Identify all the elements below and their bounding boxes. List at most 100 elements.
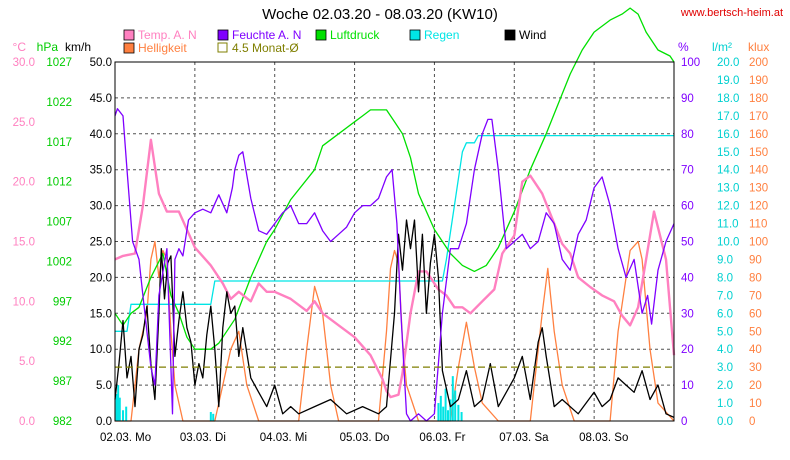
rain-bar [444,388,447,421]
y-tick-temp: 10.0 [13,296,35,308]
y-tick-rain: 11.0 [717,219,739,231]
source-url[interactable]: www.bertsch-heim.at [680,7,783,19]
rain-bar [121,410,124,421]
y-tick-temp: 30.0 [13,57,35,69]
y-tick-lux: 10 [749,398,762,410]
series-layer [114,7,676,422]
legend-swatch [409,29,421,41]
legend-label: 4.5 Monat-Ø [232,41,299,55]
y-tick-pressure: 992 [53,336,72,348]
rain-bar [125,406,128,421]
y-tick-rain: 3.0 [717,362,733,374]
y-tick-wind: 0.0 [96,416,112,428]
y-tick-rain: 19.0 [717,75,739,87]
axis-unit-wind: km/h [65,40,91,54]
series-temp-a-n [114,138,676,399]
legend-item-luftdruck: Luftdruck [315,28,380,42]
y-tick-rain: 17.0 [717,111,739,123]
y-tick-lux: 30 [749,362,762,374]
y-tick-rain: 20.0 [717,57,739,69]
y-tick-lux: 190 [749,75,768,87]
y-tick-humidity: 90 [681,93,694,105]
y-tick-rain: 18.0 [717,93,739,105]
y-tick-rain: 5.0 [717,326,733,338]
legend-swatch [504,29,516,41]
y-tick-pressure: 1007 [46,217,72,229]
y-tick-lux: 40 [749,344,762,356]
rain-bar [209,412,212,421]
y-tick-lux: 70 [749,290,762,302]
rain-bar [118,397,121,421]
y-tick-rain: 16.0 [717,129,739,141]
x-tick-label: 07.03. Sa [499,432,549,444]
axis-unit-lux: klux [748,40,769,54]
y-tick-humidity: 20 [681,344,694,356]
y-tick-rain: 0.0 [717,416,733,428]
series-feuchte-a-n [114,108,675,422]
y-tick-lux: 120 [749,201,768,213]
legend-swatch [217,42,228,53]
y-tick-humidity: 0 [681,416,687,428]
series-wind [114,219,675,418]
chart-title: Woche 02.03.20 - 08.03.20 (KW10) [262,6,498,23]
rain-bar [117,385,120,421]
x-tick-label: 06.03. Fr [419,432,465,444]
legend-item-feuchte-a-n: Feuchte A. N [217,28,301,42]
y-tick-rain: 15.0 [717,147,739,159]
y-tick-humidity: 40 [681,272,694,284]
rain-bar [454,390,457,421]
y-tick-wind: 30.0 [90,201,112,213]
axis-labels: 0.0 5.0 10.0 15.0 20.0 25.0 30.0 °C 982 987 992 997… [13,40,770,428]
y-tick-temp: 25.0 [13,117,35,129]
y-tick-humidity: 60 [681,201,694,213]
legend-item-helligkeit: Helligkeit [123,41,187,55]
rain-bar [451,376,454,421]
x-tick-label: 02.03. Mo [100,432,151,444]
y-tick-pressure: 1012 [46,177,72,189]
y-tick-pressure: 987 [53,376,72,388]
y-tick-lux: 110 [749,219,767,231]
x-axis-labels: 02.03. Mo 03.03. Di 04.03. Mi 05.03. Do 06.0… [100,432,628,444]
legend-swatch [123,29,135,41]
y-tick-wind: 20.0 [90,272,112,284]
y-tick-wind: 45.0 [90,93,112,105]
y-tick-lux: 80 [749,272,762,284]
y-tick-pressure: 1027 [46,57,72,69]
legend-label: Wind [519,28,546,42]
y-tick-pressure: 982 [53,416,72,428]
rain-bar [447,410,450,421]
y-tick-pressure: 1002 [46,256,72,268]
y-tick-lux: 140 [749,165,768,177]
rain-bar [457,404,460,421]
rain-bar [449,399,452,421]
y-tick-temp: 5.0 [19,356,35,368]
y-tick-pressure: 1017 [46,137,72,149]
y-tick-wind: 35.0 [90,165,112,177]
axis-unit-humidity: % [678,40,689,54]
y-tick-humidity: 10 [681,380,694,392]
y-tick-humidity: 70 [681,165,694,177]
y-tick-lux: 150 [749,147,768,159]
y-tick-rain: 6.0 [717,308,733,320]
y-tick-rain: 12.0 [717,201,739,213]
y-tick-wind: 40.0 [90,129,112,141]
legend-label: Temp. A. N [138,28,197,42]
y-tick-lux: 60 [749,308,762,320]
legend-label: Regen [424,28,459,42]
y-tick-rain: 8.0 [717,272,733,284]
y-tick-lux: 180 [749,93,768,105]
y-tick-rain: 13.0 [717,183,739,195]
legend-swatch [123,42,135,54]
axis-unit-rain: l/m² [712,40,732,54]
legend-label: Feuchte A. N [232,28,301,42]
y-tick-lux: 200 [749,57,768,69]
y-tick-pressure: 997 [53,296,72,308]
y-tick-rain: 7.0 [717,290,733,302]
y-tick-rain: 14.0 [717,165,739,177]
legend-item-wind: Wind [504,28,546,42]
legend-label: Luftdruck [330,28,380,42]
series-regen [115,134,674,332]
y-tick-lux: 100 [749,237,768,249]
rain-bar [460,412,463,421]
